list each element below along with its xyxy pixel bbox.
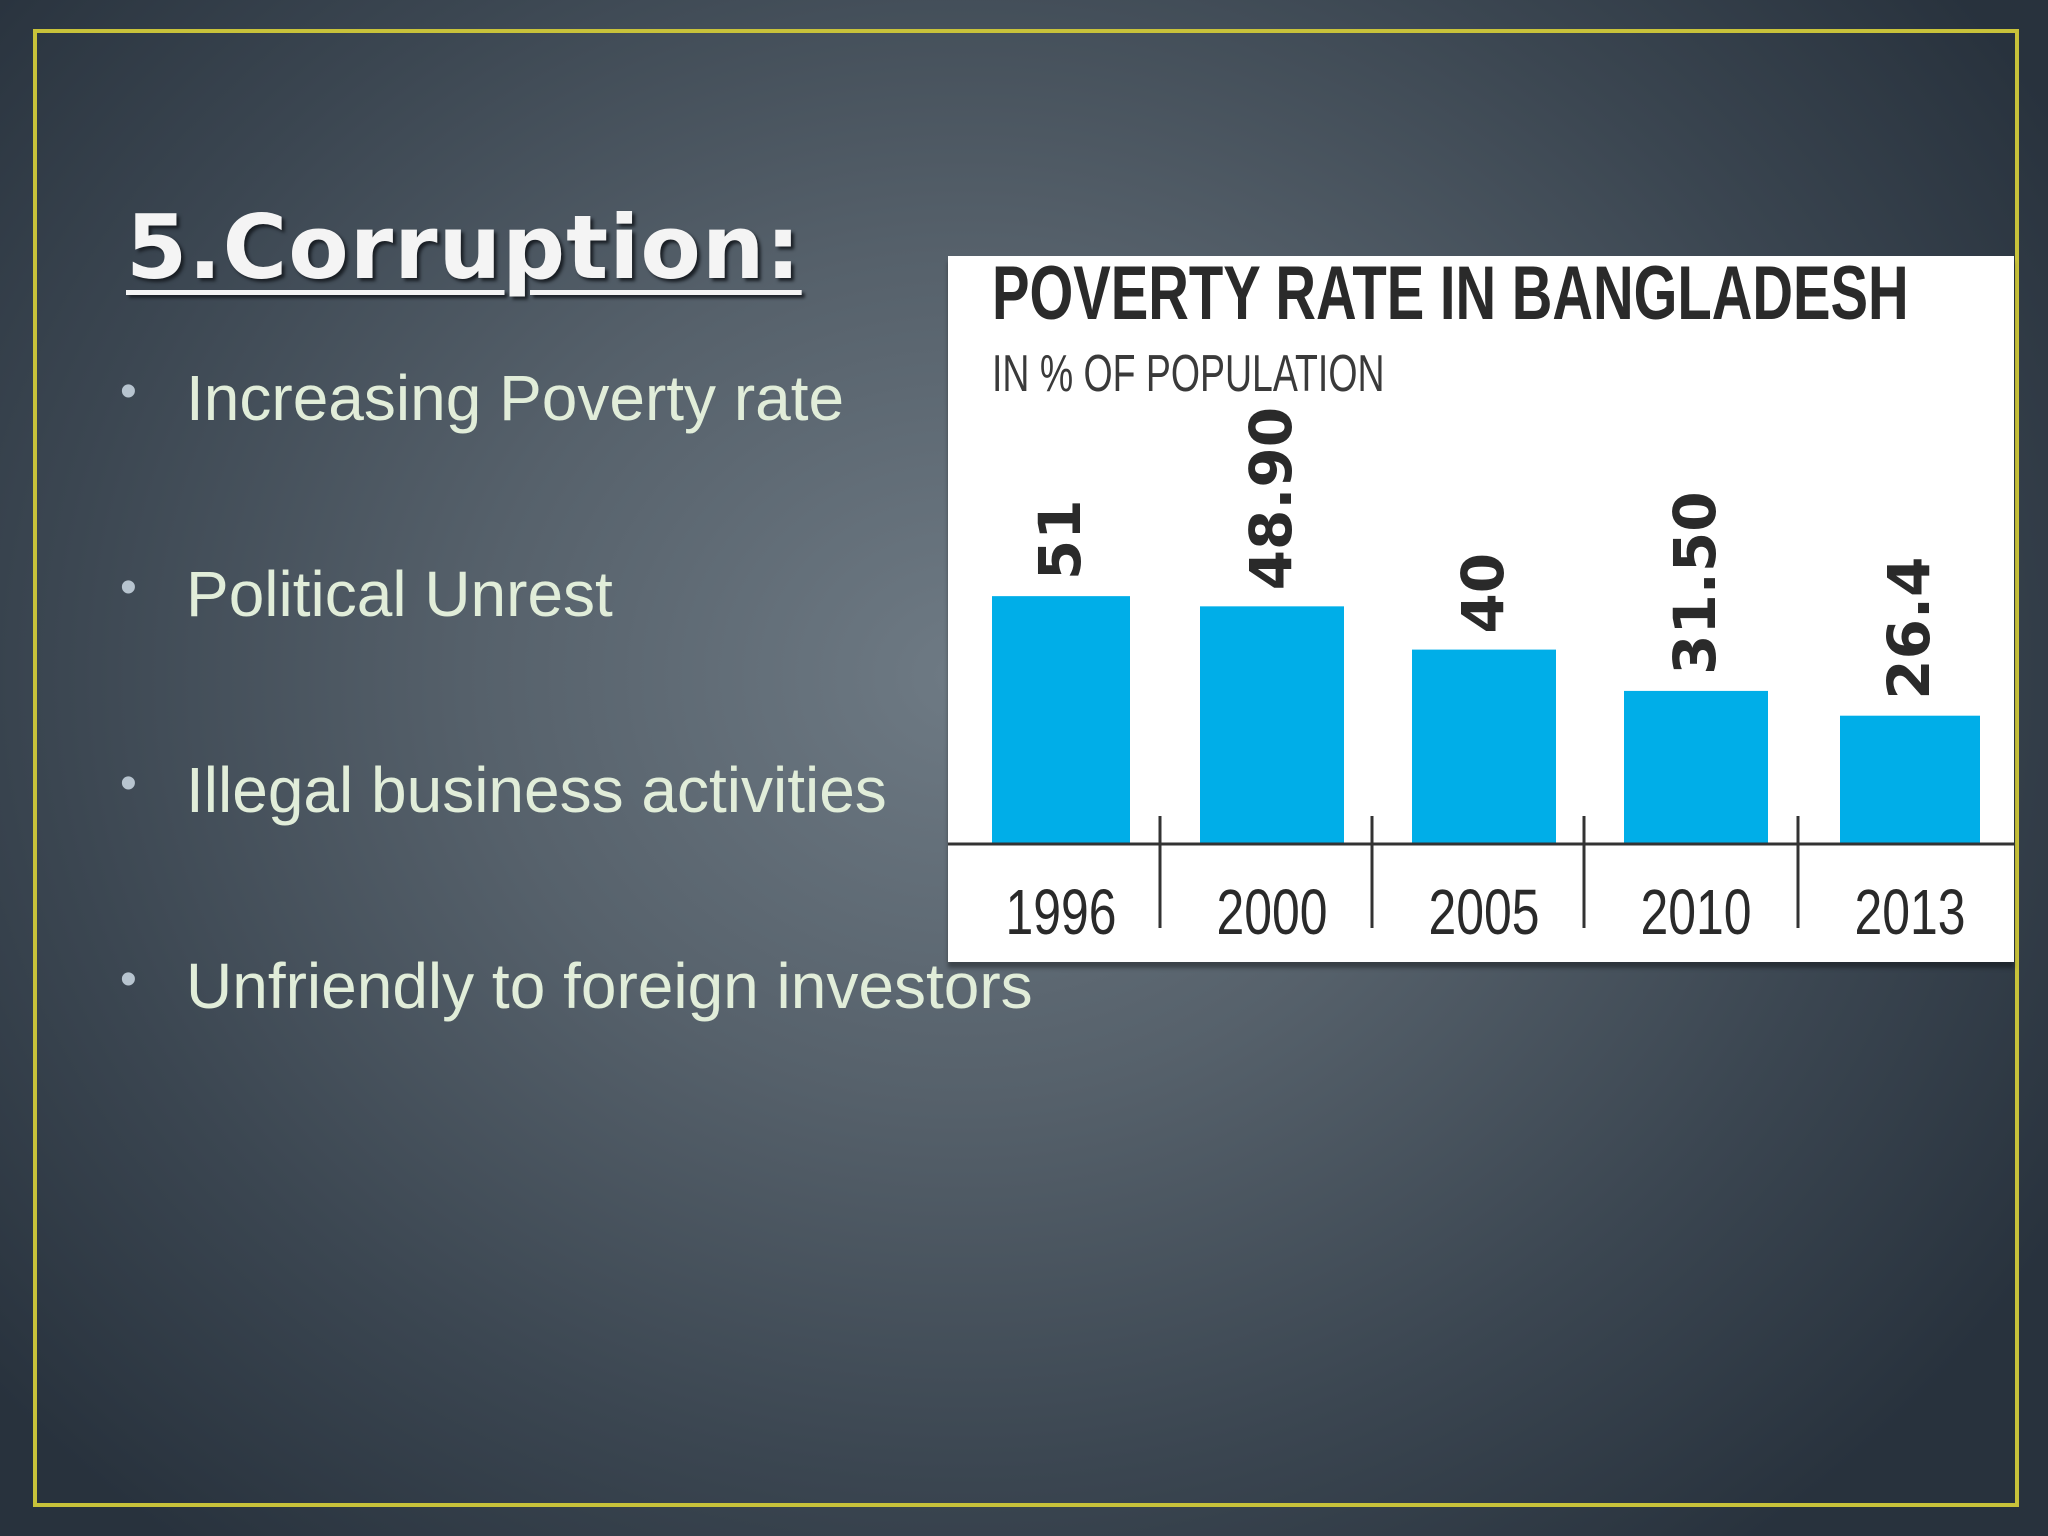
category-label-2013: 2013	[1854, 877, 1965, 948]
bar-1996	[992, 596, 1130, 844]
bullet-list: • Increasing Poverty rate • Political Un…	[120, 362, 1033, 1146]
bullet-item: • Political Unrest	[120, 558, 1033, 754]
slide-title: 5.Corruption:	[126, 196, 802, 299]
bullet-item: • Illegal business activities	[120, 754, 1033, 950]
poverty-chart: 51 1996 48.90 2000 40 2005 31.50 2010 26.4 2013 P…	[948, 256, 2014, 962]
bar-2013	[1840, 715, 1980, 844]
chart-title: POVERTY RATE IN BANGLADESH	[992, 251, 1909, 336]
bar-2005	[1412, 649, 1556, 844]
slide-frame	[33, 29, 2019, 1507]
chart-subtitle: IN % OF POPULATION	[992, 345, 1385, 403]
bullet-text: Increasing Poverty rate	[186, 362, 845, 434]
bar-2000	[1200, 606, 1344, 844]
category-label-2005: 2005	[1428, 877, 1539, 948]
chart-canvas: 51 1996 48.90 2000 40 2005 31.50 2010 26.4 2013	[948, 407, 2014, 948]
bullet-text: Illegal business activities	[186, 754, 887, 826]
value-label-2010: 31.50	[1661, 491, 1729, 674]
category-label-1996: 1996	[1005, 877, 1116, 948]
value-label-2013: 26.4	[1875, 557, 1943, 700]
category-label-2010: 2010	[1640, 877, 1751, 948]
value-label-2000: 48.90	[1237, 407, 1305, 590]
bullet-dot-icon: •	[120, 953, 137, 1006]
value-label-1996: 51	[1026, 499, 1094, 580]
category-label-2000: 2000	[1216, 877, 1327, 948]
bullet-dot-icon: •	[120, 365, 137, 418]
value-label-2005: 40	[1449, 553, 1517, 634]
bullet-dot-icon: •	[120, 757, 137, 810]
bullet-dot-icon: •	[120, 561, 137, 614]
bullet-item: • Unfriendly to foreign investors	[120, 950, 1033, 1146]
bullet-text: Unfriendly to foreign investors	[186, 950, 1033, 1022]
bar-2010	[1624, 690, 1768, 844]
bullet-item: • Increasing Poverty rate	[120, 362, 1033, 558]
bullet-text: Political Unrest	[186, 558, 613, 630]
